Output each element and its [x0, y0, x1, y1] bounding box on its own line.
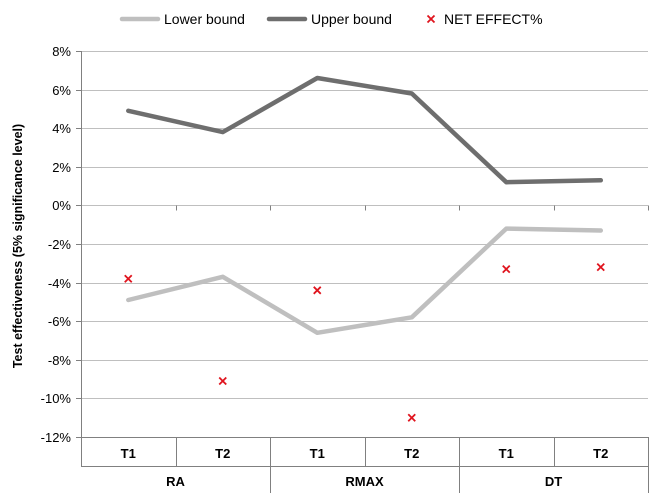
y-tick-label: -4%	[48, 276, 72, 291]
group-label: DT	[545, 474, 562, 489]
category-label: T1	[121, 446, 136, 461]
category-label: T2	[215, 446, 230, 461]
net-effect-marker	[313, 286, 322, 295]
y-tick-label: 4%	[52, 121, 71, 136]
category-label: T1	[499, 446, 514, 461]
x-axis: RA RMAX DT T1 T2 T1 T2 T1 T2	[81, 51, 649, 493]
legend-label: Lower bound	[164, 11, 245, 27]
category-label: T2	[404, 446, 419, 461]
y-tick-label: -6%	[48, 314, 72, 329]
series-layer	[124, 75, 605, 422]
series-line-lower-bound	[126, 226, 604, 336]
legend-swatch	[426, 14, 436, 24]
net-effect-marker	[218, 376, 227, 386]
net-effect-marker	[407, 413, 416, 422]
y-tick-label: 6%	[52, 83, 71, 98]
y-tick-label: -2%	[48, 237, 72, 252]
legend-label: Upper bound	[311, 11, 392, 27]
y-axis-ticks: 8% 6% 4% 2% 0% -2% -4% -6% -8% -10% -12%	[41, 44, 81, 445]
net-effect-marker	[124, 274, 133, 283]
legend: Lower bound Upper bound NET EFFECT%	[119, 11, 543, 27]
y-axis-label: Test effectiveness (5% significance leve…	[11, 124, 25, 368]
y-tick-label: 0%	[52, 198, 71, 213]
y-tick-label: 2%	[52, 160, 71, 175]
legend-label: NET EFFECT%	[444, 11, 543, 27]
net-effect-marker	[502, 264, 511, 274]
gridlines	[81, 51, 648, 438]
series-line-upper-bound	[126, 75, 604, 185]
y-tick-label: -10%	[41, 391, 72, 406]
net-effect-marker	[596, 263, 605, 272]
category-label: T1	[310, 446, 325, 461]
group-label: RA	[166, 474, 185, 489]
y-tick-label: -8%	[48, 353, 72, 368]
y-tick-label: 8%	[52, 44, 71, 59]
group-label: RMAX	[345, 474, 384, 489]
category-label: T2	[593, 446, 608, 461]
y-tick-label: -12%	[41, 430, 72, 445]
